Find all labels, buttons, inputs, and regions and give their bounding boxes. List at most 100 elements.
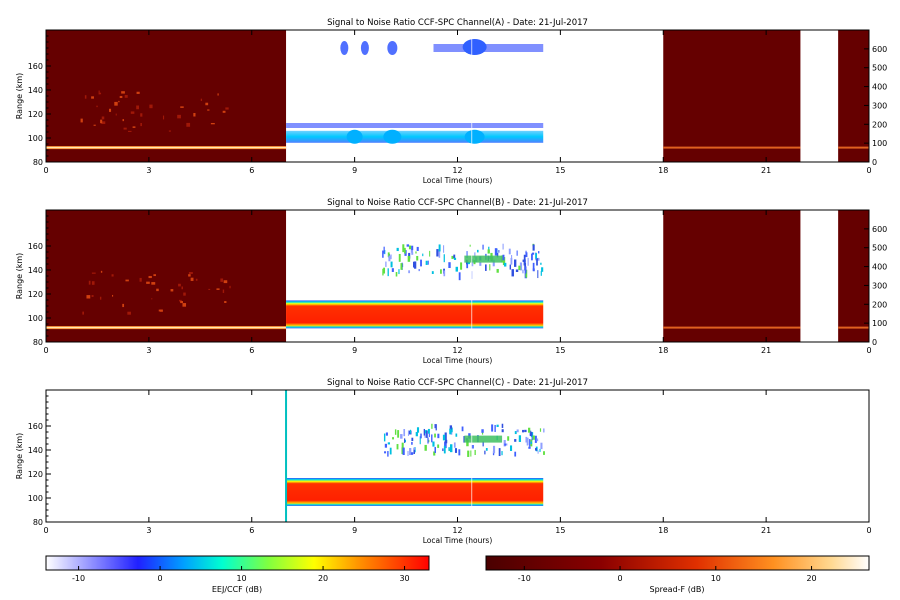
colorbar-tick-label: 0	[158, 574, 163, 583]
x-tick-label: 15	[555, 526, 565, 535]
upper-echo	[458, 449, 461, 456]
upper-echo	[474, 252, 476, 258]
upper-echo	[532, 262, 535, 271]
colorbar-tick-label: 30	[399, 574, 409, 583]
upper-echo	[540, 262, 542, 265]
spreadf-echo	[93, 124, 96, 126]
upper-echo	[454, 448, 457, 453]
x-tick-label: 21	[761, 526, 771, 535]
upper-echo	[543, 428, 545, 433]
upper-echo	[531, 252, 535, 255]
upper-echo	[398, 269, 400, 275]
upper-echo	[402, 447, 405, 456]
upper-echo	[416, 246, 419, 251]
upper-echo	[466, 439, 469, 447]
upper-echo	[543, 451, 545, 455]
upper-echo	[516, 250, 518, 256]
spreadf-trace-core	[46, 327, 287, 329]
spreadf-echo	[183, 292, 186, 296]
upper-echo	[522, 429, 524, 433]
y-tick-label: 160	[28, 62, 43, 71]
x-tick-label: 6	[249, 346, 254, 355]
spreadf-trace	[663, 146, 801, 149]
upper-echo	[411, 441, 413, 445]
upper-echo	[444, 441, 447, 448]
upper-echo	[539, 428, 542, 432]
upper-echo	[460, 262, 463, 270]
upper-echo	[505, 443, 508, 446]
upper-echo	[390, 261, 393, 268]
right-tick-label: 500	[872, 64, 887, 73]
spreadf-echo	[180, 301, 183, 304]
upper-echo	[387, 442, 391, 445]
upper-echo	[516, 429, 519, 433]
upper-echo	[435, 424, 437, 431]
upper-echo	[406, 244, 410, 247]
right-tick-label: 200	[872, 120, 887, 129]
spreadf-echo	[91, 272, 96, 274]
right-tick-label: 100	[872, 139, 887, 148]
spreadf-echo	[100, 119, 103, 124]
upper-echo	[474, 449, 476, 456]
upper-echo	[401, 442, 404, 451]
eej-blob	[464, 129, 485, 144]
upper-echo	[508, 248, 511, 255]
upper-echo	[394, 429, 397, 435]
upper-echo	[502, 257, 506, 266]
upper-echo	[509, 264, 512, 270]
upper-echo	[360, 41, 369, 55]
upper-echo	[422, 253, 424, 257]
upper-echo	[428, 433, 430, 438]
upper-echo	[527, 257, 529, 266]
right-tick-label: 600	[872, 45, 887, 54]
right-tick-label: 300	[872, 101, 887, 110]
spreadf-echo	[217, 93, 219, 96]
x-tick-label: 12	[452, 526, 462, 535]
upper-echo	[423, 428, 426, 436]
spreadf-echo	[140, 123, 142, 127]
upper-echo	[402, 244, 405, 253]
upper-echo	[442, 434, 446, 441]
upper-echo	[498, 448, 501, 457]
spreadf-echo	[158, 309, 163, 312]
upper-echo	[525, 269, 528, 278]
eej-layer	[286, 130, 544, 143]
spreadf-echo	[119, 95, 123, 99]
upper-echo	[466, 261, 469, 269]
spreadf-echo	[125, 279, 129, 282]
upper-echo	[523, 254, 526, 262]
x-tick-label: 9	[352, 166, 357, 175]
upper-echo	[496, 268, 499, 273]
spreadf-echo	[127, 311, 131, 315]
x-axis-label: Local Time (hours)	[423, 536, 493, 545]
upper-echo-band	[433, 44, 544, 52]
upper-echo	[433, 451, 436, 456]
upper-echo	[424, 444, 427, 451]
x-tick-label: 0	[43, 346, 48, 355]
right-tick-label: 100	[872, 319, 887, 328]
spreadf-echo	[100, 270, 103, 273]
right-tick-label: 500	[872, 244, 887, 253]
upper-echo	[455, 266, 458, 272]
colorbar-spreadf-bar	[485, 555, 870, 571]
upper-echo	[437, 444, 440, 448]
upper-echo	[384, 443, 388, 448]
colorbar-eej-label: EEJ/CCF (dB)	[212, 585, 262, 594]
upper-echo	[400, 434, 403, 439]
upper-echo	[438, 250, 441, 258]
colorbar-tick-label: 20	[806, 574, 816, 583]
upper-echo	[409, 448, 412, 456]
upper-echo	[419, 436, 421, 445]
x-tick-label: 6	[249, 166, 254, 175]
x-tick-label: 3	[146, 526, 151, 535]
colorbar-tick-label: -10	[518, 574, 531, 583]
spreadf-echo	[162, 115, 165, 120]
y-tick-label: 100	[28, 314, 43, 323]
y-tick-label: 120	[28, 110, 43, 119]
spreadf-trace-core	[46, 147, 287, 149]
upper-echo	[494, 248, 498, 256]
upper-echo	[382, 250, 384, 258]
spreadf-echo	[136, 91, 140, 94]
spreadf-block	[663, 210, 801, 342]
y-tick-label: 80	[33, 518, 43, 527]
